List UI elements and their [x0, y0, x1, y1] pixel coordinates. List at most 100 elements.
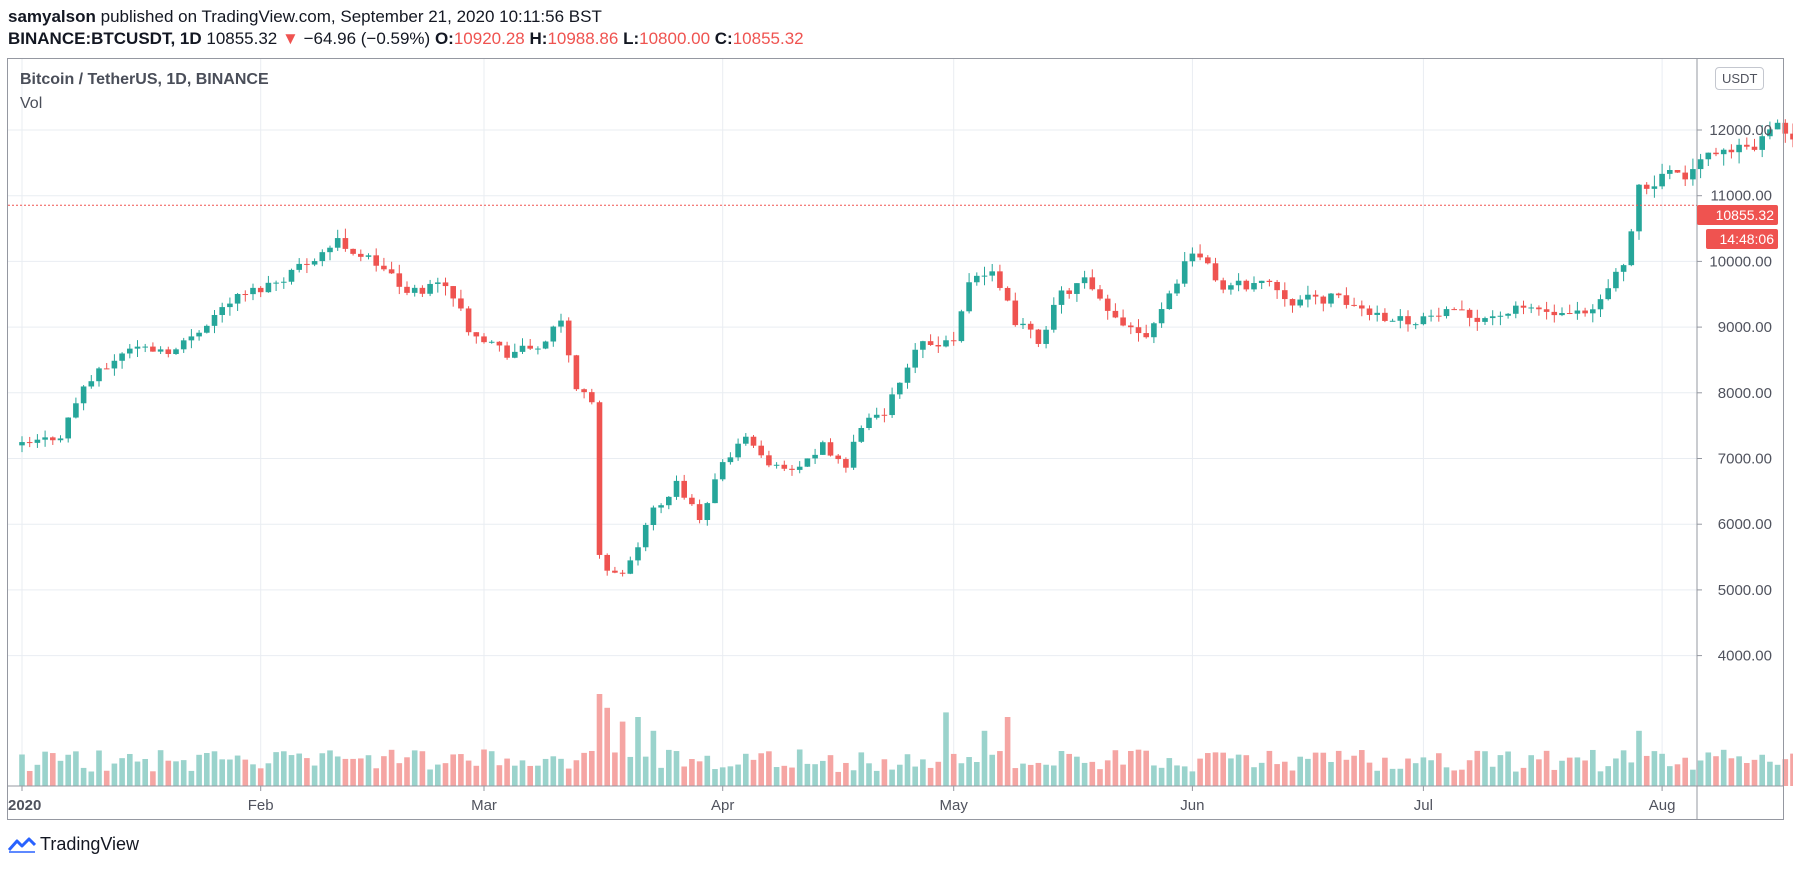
candle-body [989, 271, 995, 276]
candle-body [1620, 265, 1627, 272]
candle-body [1451, 309, 1457, 311]
candle-body [1043, 329, 1049, 344]
volume-bar [173, 761, 179, 786]
volume-bar [1297, 756, 1303, 786]
candle-body [1282, 290, 1288, 300]
candle-body [1559, 313, 1565, 316]
candle-body [1166, 293, 1173, 310]
price-badge: 10855.32 [1697, 205, 1778, 225]
candle-body [34, 439, 41, 443]
volume-bar [1328, 761, 1334, 786]
candle-body [180, 340, 187, 350]
volume-bar [1343, 759, 1350, 786]
volume-bar [558, 758, 564, 786]
candle-body [658, 505, 664, 508]
volume-bar [843, 762, 849, 786]
candle-body [311, 261, 318, 265]
candle-body [1605, 288, 1611, 300]
author[interactable]: samyalson [8, 7, 96, 26]
volume-bar [1728, 758, 1735, 786]
candle-body [1104, 298, 1111, 311]
candle-body [1035, 329, 1042, 344]
volume-bar [1374, 770, 1380, 786]
volume-bar [619, 721, 626, 786]
candlesticks [19, 119, 1793, 577]
candle-body [1736, 144, 1742, 153]
candle-body [150, 346, 156, 352]
low-value: 10800.00 [639, 29, 711, 48]
candle-body [1751, 146, 1758, 150]
volume-bar [1420, 757, 1427, 786]
price-axis[interactable]: 12000.00 11000.00 10000.00 9000.00 8000.00 70… [1696, 59, 1772, 819]
volume-bar [835, 771, 841, 786]
legend-title[interactable]: Bitcoin / TetherUS, 1D, BINANCE [20, 71, 269, 88]
volume-bar [481, 749, 487, 786]
candle-body [1051, 304, 1057, 330]
candle-body [1628, 231, 1635, 266]
candle-body [1651, 186, 1658, 189]
volume-bar [381, 756, 387, 786]
candle-body [196, 332, 202, 337]
volume-bar [1120, 764, 1126, 786]
candle-body [858, 427, 865, 442]
volume-bar [127, 753, 133, 786]
volume-bar [1289, 770, 1296, 786]
time-axis[interactable]: 2020FebMarAprMayJunJulAugSep21 [8, 785, 1793, 814]
volume-bar [627, 756, 634, 786]
price-tick-label: 10000.00 [1709, 253, 1772, 270]
volume-bar [1212, 752, 1219, 786]
candle-body [1343, 295, 1350, 305]
candle-body [219, 307, 225, 315]
candle-body [519, 345, 526, 352]
candle-body [804, 458, 811, 467]
volume-bar [527, 765, 533, 786]
volume-bar [1312, 752, 1319, 786]
candle-body [796, 466, 803, 470]
volume-bar [288, 755, 295, 786]
candle-body [527, 345, 533, 349]
candle-body [211, 314, 218, 326]
price-tick-label: 9000.00 [1718, 319, 1772, 336]
volume-bar [727, 766, 734, 786]
volume-bar [673, 751, 680, 786]
volume-bar [704, 755, 711, 786]
volume-bar [889, 769, 895, 786]
volume-bar [666, 749, 672, 786]
volume-bar [766, 751, 772, 786]
candle-body [350, 248, 356, 254]
candle-body [1058, 290, 1065, 305]
volume-bars [19, 694, 1793, 786]
legend-volume[interactable]: Vol [20, 95, 43, 112]
volume-bar [1205, 753, 1211, 786]
volume-bar [950, 753, 957, 786]
candle-body [758, 445, 764, 456]
candle-body [26, 442, 33, 444]
volume-bar [1466, 760, 1473, 786]
candle-body [334, 238, 341, 248]
candle-body [1566, 313, 1573, 315]
candle-body [1590, 309, 1596, 314]
time-tick-label: Feb [248, 797, 274, 814]
volume-bar [866, 763, 872, 786]
candle-body [719, 462, 726, 480]
currency-button[interactable]: USDT [1715, 67, 1765, 90]
volume-bar [1489, 766, 1496, 786]
tradingview-logo[interactable]: TradingView [8, 834, 139, 855]
candle-body [134, 346, 141, 349]
candle-body [558, 320, 564, 327]
candle-body [1420, 316, 1427, 325]
candle-body [1266, 280, 1273, 282]
candle-body [1274, 281, 1280, 291]
candle-body [1089, 277, 1096, 290]
volume-bar [635, 717, 641, 786]
volume-bar [681, 766, 687, 786]
volume-bar [119, 758, 125, 786]
candle-body [242, 294, 249, 296]
candle-body [373, 255, 379, 266]
candle-body [365, 255, 372, 257]
candle-body [704, 503, 711, 521]
volume-bar [319, 753, 326, 786]
volume-bar [50, 753, 56, 786]
volume-bar [966, 757, 972, 786]
volume-bar [373, 768, 379, 786]
